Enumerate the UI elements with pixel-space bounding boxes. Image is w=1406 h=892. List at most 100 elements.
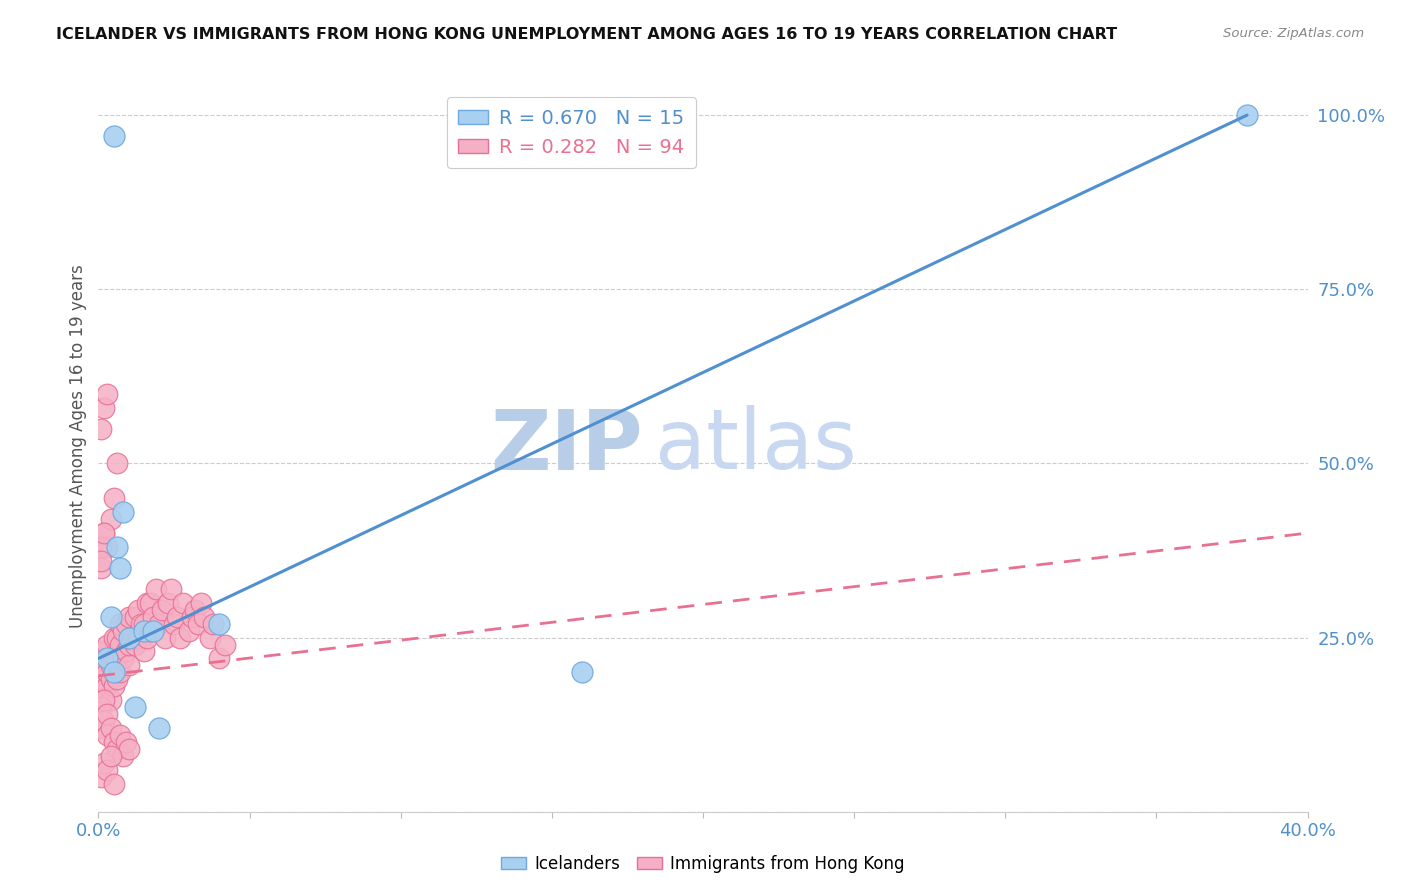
- Point: [90, 554, 112, 568]
- Point: [193, 609, 215, 624]
- Point: [139, 624, 162, 638]
- Point: [166, 609, 188, 624]
- Point: [93, 686, 115, 700]
- Point: [93, 644, 115, 658]
- Point: [179, 624, 201, 638]
- Point: [108, 728, 131, 742]
- Point: [108, 616, 131, 631]
- Point: [111, 505, 134, 519]
- Point: [96, 665, 118, 680]
- Point: [111, 624, 134, 638]
- Point: [200, 631, 222, 645]
- Point: [132, 624, 155, 638]
- Point: [181, 609, 204, 624]
- Point: [105, 457, 128, 471]
- Point: [90, 700, 112, 714]
- Point: [90, 665, 112, 680]
- Point: [1236, 108, 1258, 122]
- Text: ZIP: ZIP: [491, 406, 643, 486]
- Y-axis label: Unemployment Among Ages 16 to 19 years: Unemployment Among Ages 16 to 19 years: [69, 264, 87, 628]
- Point: [96, 679, 118, 693]
- Point: [96, 707, 118, 722]
- Point: [96, 728, 118, 742]
- Point: [93, 693, 115, 707]
- Point: [90, 540, 112, 554]
- Text: atlas: atlas: [655, 406, 856, 486]
- Point: [148, 616, 170, 631]
- Point: [118, 638, 141, 652]
- Point: [202, 616, 225, 631]
- Point: [96, 651, 118, 665]
- Point: [124, 609, 146, 624]
- Text: Source: ZipAtlas.com: Source: ZipAtlas.com: [1223, 27, 1364, 40]
- Point: [156, 596, 179, 610]
- Point: [139, 596, 162, 610]
- Legend: R = 0.670   N = 15, R = 0.282   N = 94: R = 0.670 N = 15, R = 0.282 N = 94: [447, 97, 696, 169]
- Point: [142, 624, 165, 638]
- Point: [90, 770, 112, 784]
- Point: [172, 596, 194, 610]
- Point: [93, 714, 115, 728]
- Point: [108, 561, 131, 575]
- Point: [90, 421, 112, 435]
- Point: [103, 128, 125, 143]
- Point: [103, 631, 125, 645]
- Point: [105, 673, 128, 687]
- Point: [90, 651, 112, 665]
- Point: [90, 561, 112, 575]
- Point: [148, 721, 170, 735]
- Point: [105, 540, 128, 554]
- Point: [114, 735, 136, 749]
- Point: [208, 651, 231, 665]
- Point: [108, 665, 131, 680]
- Point: [103, 777, 125, 791]
- Point: [100, 693, 122, 707]
- Point: [187, 616, 209, 631]
- Point: [571, 665, 593, 680]
- Point: [118, 631, 141, 645]
- Point: [114, 616, 136, 631]
- Point: [124, 638, 146, 652]
- Point: [96, 638, 118, 652]
- Point: [118, 609, 141, 624]
- Point: [163, 616, 186, 631]
- Point: [103, 679, 125, 693]
- Point: [90, 679, 112, 693]
- Point: [93, 526, 115, 541]
- Point: [105, 631, 128, 645]
- Point: [100, 721, 122, 735]
- Point: [111, 651, 134, 665]
- Point: [150, 603, 173, 617]
- Point: [90, 721, 112, 735]
- Point: [132, 644, 155, 658]
- Point: [214, 638, 236, 652]
- Point: [100, 673, 122, 687]
- Point: [153, 631, 176, 645]
- Point: [100, 609, 122, 624]
- Point: [93, 526, 115, 541]
- Point: [121, 631, 143, 645]
- Point: [208, 616, 231, 631]
- Point: [105, 651, 128, 665]
- Point: [96, 386, 118, 401]
- Point: [135, 596, 157, 610]
- Point: [100, 749, 122, 764]
- Point: [118, 742, 141, 756]
- Point: [135, 631, 157, 645]
- Point: [93, 658, 115, 673]
- Point: [145, 582, 167, 596]
- Point: [127, 631, 149, 645]
- Point: [118, 658, 141, 673]
- Point: [93, 756, 115, 770]
- Point: [96, 540, 118, 554]
- Point: [127, 603, 149, 617]
- Point: [142, 609, 165, 624]
- Text: ICELANDER VS IMMIGRANTS FROM HONG KONG UNEMPLOYMENT AMONG AGES 16 TO 19 YEARS CO: ICELANDER VS IMMIGRANTS FROM HONG KONG U…: [56, 27, 1118, 42]
- Point: [184, 603, 207, 617]
- Point: [103, 665, 125, 680]
- Point: [169, 631, 191, 645]
- Point: [124, 700, 146, 714]
- Point: [103, 665, 125, 680]
- Point: [103, 491, 125, 506]
- Point: [100, 658, 122, 673]
